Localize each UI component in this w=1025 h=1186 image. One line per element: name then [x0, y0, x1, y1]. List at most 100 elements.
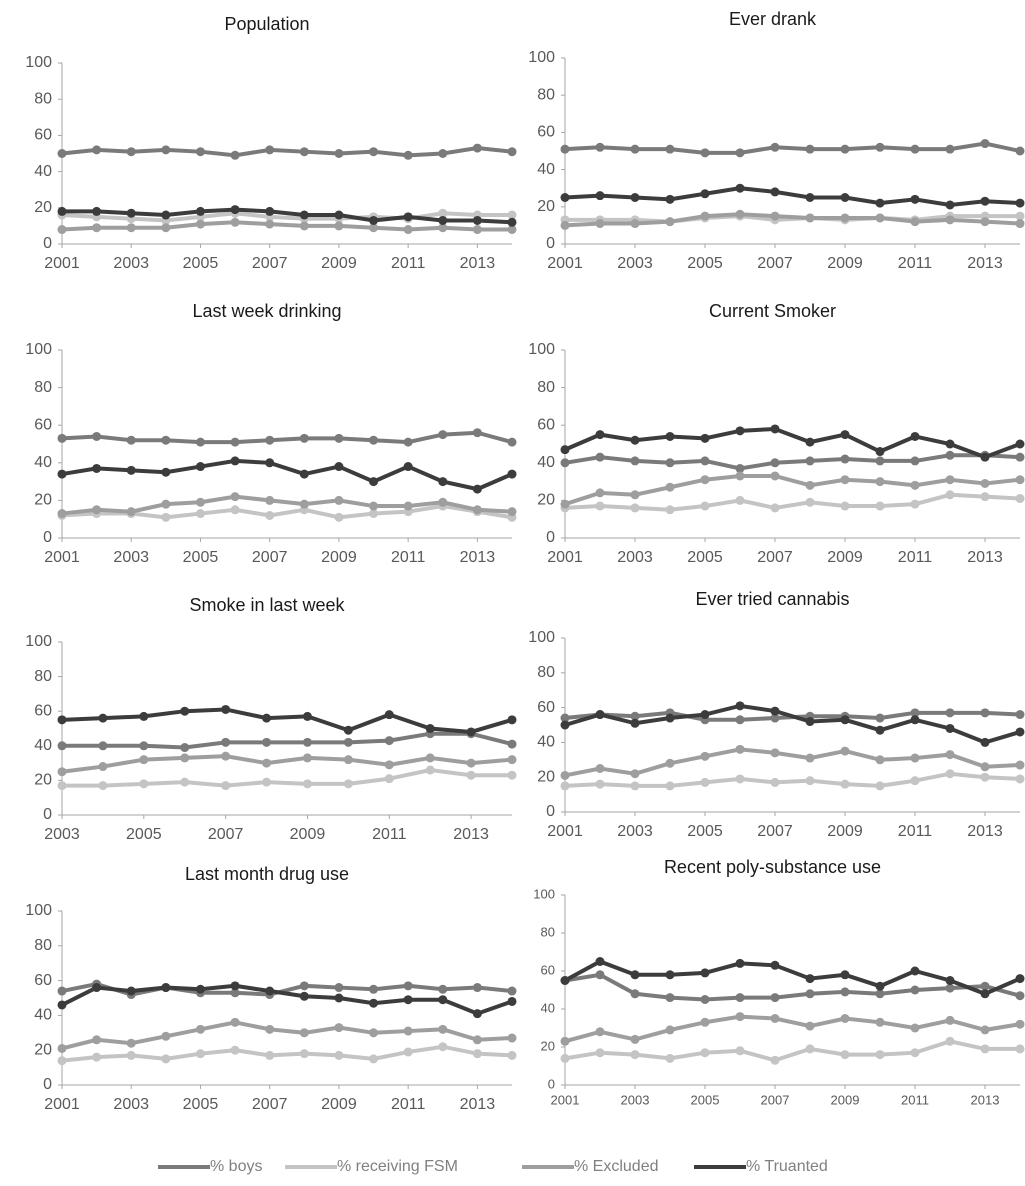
data-point	[403, 225, 413, 235]
data-point	[438, 223, 448, 233]
data-point	[334, 1050, 344, 1060]
x-tick-label: 2009	[827, 823, 863, 840]
data-point	[507, 210, 517, 220]
data-point	[910, 966, 920, 976]
x-tick-label: 2001	[44, 255, 80, 272]
data-point	[595, 970, 605, 980]
data-point	[735, 471, 745, 481]
data-point	[910, 194, 920, 204]
data-point	[980, 981, 990, 991]
data-point	[507, 1033, 517, 1043]
x-tick-label: 2001	[547, 823, 583, 840]
data-point	[945, 723, 955, 733]
data-point	[369, 477, 379, 487]
data-point	[700, 456, 710, 466]
data-point	[805, 480, 815, 490]
x-tick-label: 2001	[547, 549, 583, 566]
x-tick-label: 2009	[321, 255, 357, 272]
data-point	[262, 737, 272, 747]
data-point	[595, 779, 605, 789]
data-point	[466, 727, 476, 737]
data-point	[403, 501, 413, 511]
data-point	[945, 976, 955, 985]
data-point	[265, 458, 275, 468]
data-point	[980, 737, 990, 747]
data-point	[384, 774, 394, 784]
chart-panel: Ever tried cannabis 0 20 40 60 80 100 2001 2003 2…	[528, 589, 1025, 840]
x-tick-label: 2003	[617, 549, 653, 566]
data-point	[560, 144, 570, 154]
data-point	[945, 450, 955, 460]
data-point	[980, 492, 990, 502]
data-point	[57, 509, 67, 519]
data-point	[57, 433, 67, 443]
data-point	[299, 499, 309, 509]
x-tick-label: 2007	[252, 549, 288, 566]
data-point	[1015, 198, 1025, 208]
series-line	[564, 141, 1021, 155]
data-point	[1015, 710, 1025, 720]
data-point	[438, 208, 448, 218]
series-line	[564, 771, 1021, 788]
data-point	[57, 469, 67, 479]
data-point	[299, 991, 309, 1001]
chart-title: Last month drug use	[185, 864, 349, 884]
x-tick-label: 2011	[372, 826, 407, 843]
data-point	[910, 1023, 920, 1033]
data-point	[665, 758, 675, 768]
data-point	[369, 998, 379, 1008]
data-point	[507, 755, 517, 765]
data-point	[334, 210, 344, 220]
data-point	[875, 989, 885, 999]
data-point	[299, 221, 309, 231]
x-tick-label: 2009	[321, 1096, 357, 1113]
data-point	[195, 509, 205, 519]
data-point	[302, 737, 312, 747]
data-point	[560, 193, 570, 202]
data-point	[1015, 774, 1025, 784]
data-point	[438, 1042, 448, 1052]
data-point	[910, 715, 920, 725]
data-point	[472, 225, 482, 235]
data-point	[595, 1048, 605, 1058]
data-point	[840, 715, 850, 725]
series-line	[564, 426, 1021, 460]
data-point	[910, 776, 920, 786]
data-point	[57, 986, 67, 996]
series-line	[564, 747, 1021, 778]
x-tick-label: 2005	[183, 549, 219, 566]
y-tick-label: 80	[537, 379, 555, 396]
data-point	[770, 706, 780, 716]
series-line	[61, 754, 513, 774]
series-line	[564, 212, 1021, 228]
data-point	[92, 463, 102, 473]
data-point	[630, 718, 640, 728]
data-point	[507, 986, 517, 996]
data-point	[302, 779, 312, 789]
data-point	[805, 974, 815, 984]
data-point	[438, 430, 448, 440]
data-point	[230, 456, 240, 466]
data-point	[230, 1045, 240, 1055]
data-point	[98, 713, 108, 723]
data-point	[980, 1025, 990, 1035]
chart-panel: Last week drinking 0 20 40 60 80 100 2001 2003 20…	[25, 301, 517, 566]
data-point	[665, 970, 675, 980]
x-tick-label: 2005	[691, 1092, 720, 1107]
data-point	[92, 1052, 102, 1062]
data-point	[980, 217, 990, 227]
data-point	[910, 217, 920, 227]
data-point	[735, 774, 745, 784]
data-point	[265, 435, 275, 445]
data-point	[230, 492, 240, 502]
y-tick-label: 0	[546, 803, 555, 820]
data-point	[438, 149, 448, 158]
data-point	[805, 456, 815, 466]
data-point	[595, 710, 605, 720]
data-point	[665, 217, 675, 227]
data-point	[945, 983, 955, 993]
data-point	[630, 503, 640, 513]
x-tick-label: 2001	[547, 255, 583, 272]
y-tick-label: 40	[34, 1007, 52, 1024]
series-line	[61, 504, 513, 520]
